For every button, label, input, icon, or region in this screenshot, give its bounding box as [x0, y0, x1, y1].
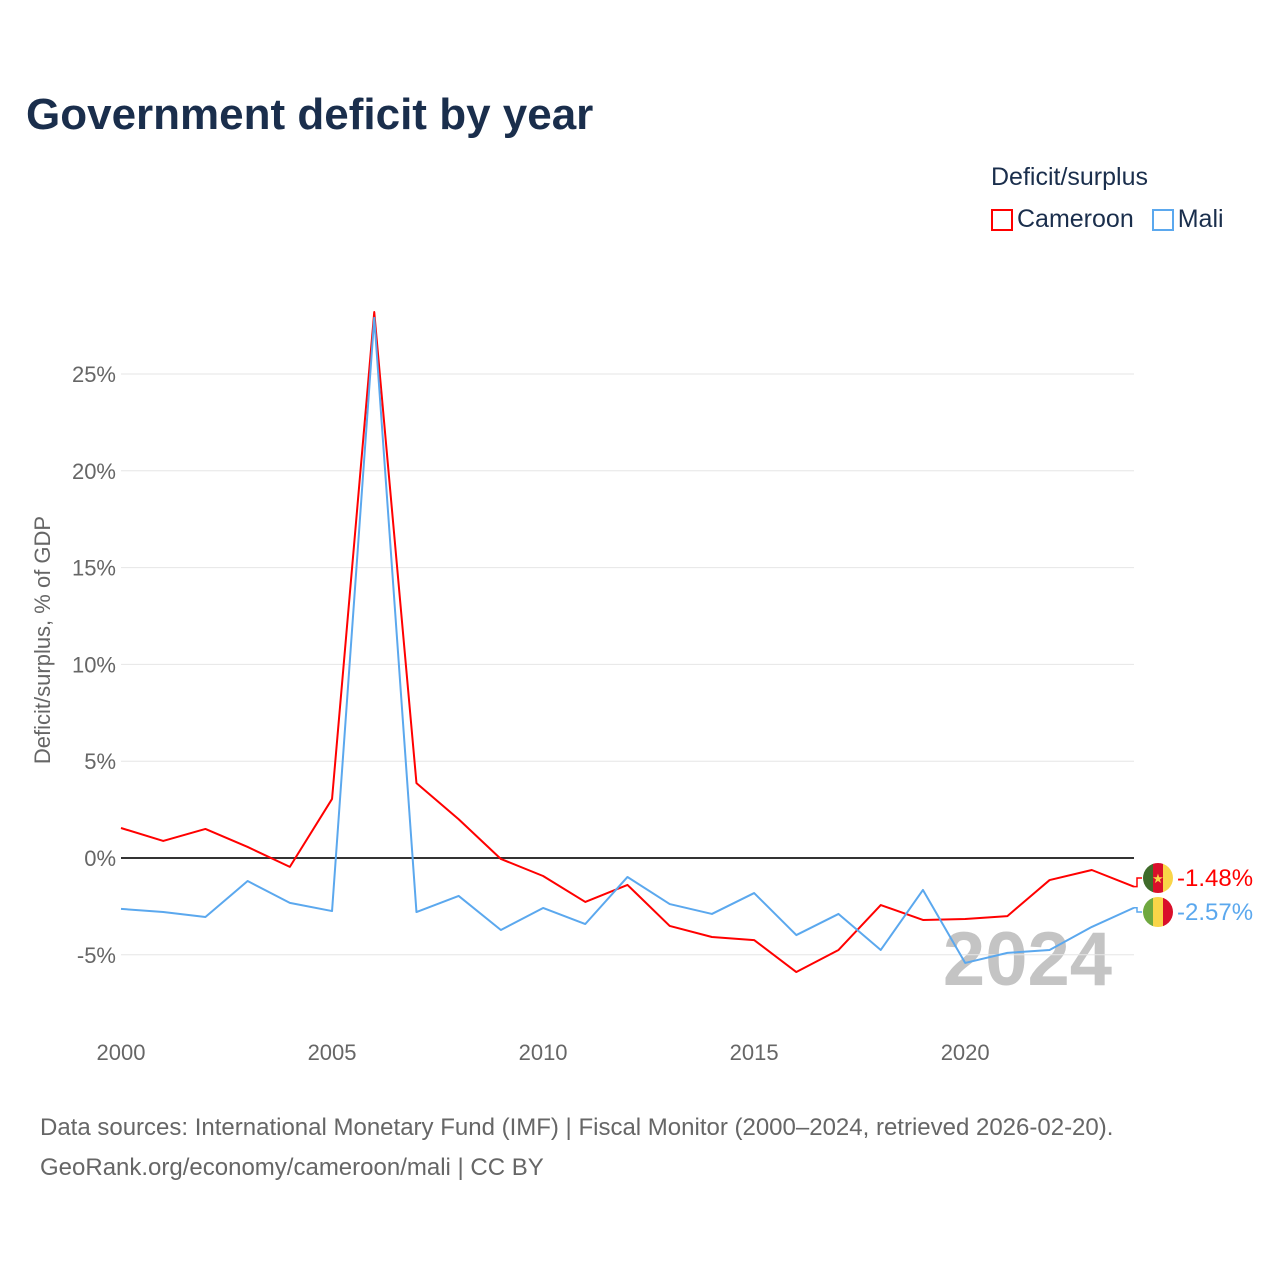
flag-cameroon-icon: ★ [1143, 863, 1173, 893]
legend-item-mali[interactable]: Mali [1151, 205, 1224, 234]
y-tick-label: 15% [72, 556, 116, 581]
legend: Cameroon Mali [991, 205, 1224, 234]
y-tick-label: 10% [72, 652, 116, 677]
y-tick-label: 25% [72, 362, 116, 387]
legend-title: Deficit/surplus [991, 163, 1148, 191]
legend-label: Mali [1177, 205, 1224, 233]
y-tick-label: -5% [77, 943, 116, 968]
legend-item-cameroon[interactable]: Cameroon [991, 205, 1134, 234]
end-value-label: -1.48% [1177, 865, 1253, 892]
legend-swatch-cameroon [991, 208, 1013, 231]
x-tick-label: 2000 [97, 1040, 146, 1065]
legend-label: Cameroon [1017, 205, 1134, 233]
source-url: GeoRank.org/economy/cameroon/mali | CC B… [40, 1154, 544, 1181]
end-connector [1134, 877, 1142, 888]
series-line-cameroon [120, 311, 1135, 974]
end-connector [1134, 907, 1142, 913]
legend-swatch-mali [1151, 208, 1174, 231]
x-tick-label: 2020 [941, 1040, 990, 1065]
source-note: Data sources: International Monetary Fun… [40, 1108, 1113, 1188]
x-tick-label: 2005 [308, 1040, 357, 1065]
end-value-label: -2.57% [1177, 899, 1253, 926]
y-axis-label: Deficit/surplus, % of GDP [30, 516, 55, 764]
flag-mali-icon [1143, 897, 1173, 927]
y-tick-label: 20% [72, 459, 116, 484]
source-line: Data sources: International Monetary Fun… [40, 1114, 1114, 1141]
svg-text:★: ★ [1152, 871, 1164, 886]
x-tick-label: 2010 [519, 1040, 568, 1065]
y-tick-label: 5% [84, 749, 116, 774]
page-title: Government deficit by year [26, 90, 594, 139]
x-tick-label: 2015 [730, 1040, 779, 1065]
y-tick-label: 0% [84, 846, 116, 871]
series-line-mali [120, 316, 1135, 964]
